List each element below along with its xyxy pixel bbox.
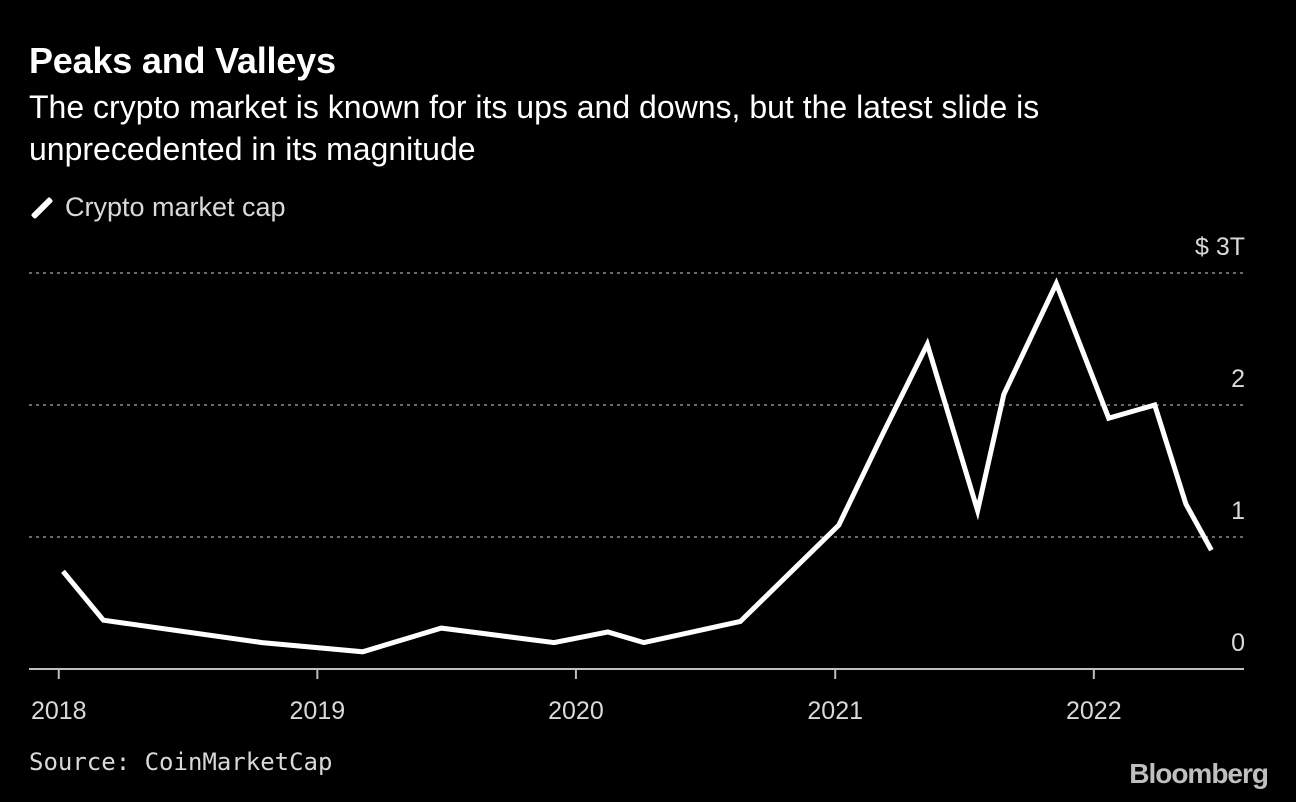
y-tick-label: 2 xyxy=(1231,365,1245,393)
x-tick-label: 2020 xyxy=(548,697,604,725)
series-line-crypto-market-cap xyxy=(61,277,1214,655)
x-tick-label: 2018 xyxy=(31,697,87,725)
y-tick-label: 0 xyxy=(1231,629,1245,657)
legend: Crypto market cap xyxy=(29,192,286,223)
x-tick-label: 2021 xyxy=(807,697,863,725)
x-tick-label: 2019 xyxy=(290,697,346,725)
brand-logo: Bloomberg xyxy=(1129,758,1269,789)
source-note: Source: CoinMarketCap xyxy=(29,748,333,776)
chart-subtitle: The crypto market is known for its ups a… xyxy=(29,89,1040,167)
legend-label: Crypto market cap xyxy=(65,192,286,222)
x-tick-label: 2022 xyxy=(1066,697,1122,725)
y-tick-label: $ 3T xyxy=(1195,233,1245,261)
chart-title: Peaks and Valleys xyxy=(29,40,336,81)
y-tick-label: 1 xyxy=(1231,497,1245,525)
